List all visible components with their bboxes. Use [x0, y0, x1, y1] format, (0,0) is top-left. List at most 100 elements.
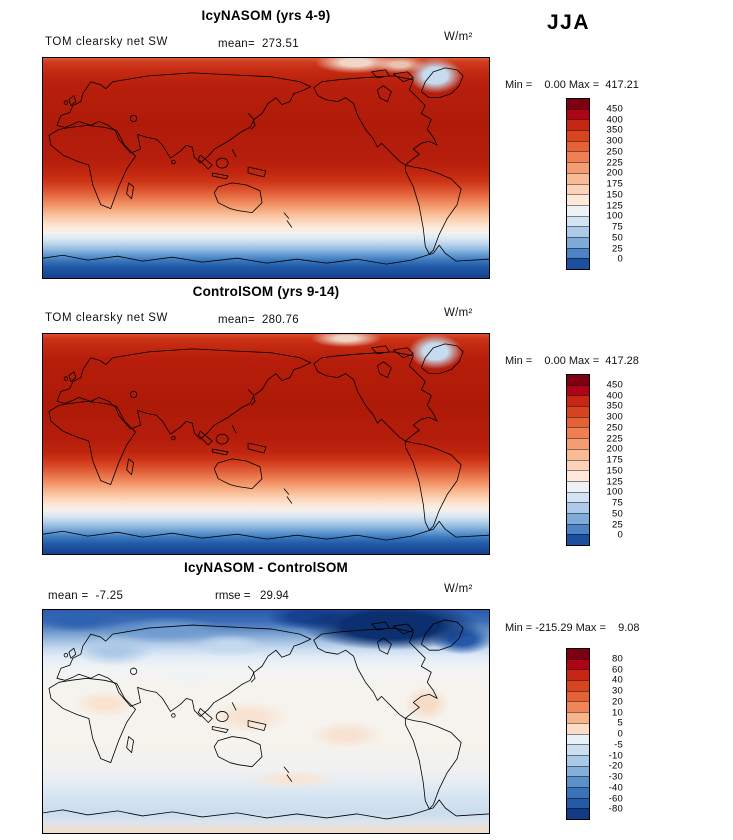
colorbar-cell: [567, 669, 589, 681]
colorbar-tick: 350: [606, 400, 623, 412]
colorbar-cell: [567, 523, 589, 535]
colorbar-cell: [567, 375, 589, 385]
colorbar-tick: 400: [606, 114, 623, 125]
colorbar-tick: 200: [606, 167, 623, 179]
colorbar-tick: 450: [606, 103, 623, 115]
colorbar-cell: [567, 754, 589, 766]
colorbar-cell: [567, 649, 589, 659]
colorbar-cell: [567, 162, 589, 173]
colorbar-cell: [567, 108, 589, 120]
colorbar-tick: 40: [612, 674, 623, 686]
colorbar-cell: [567, 733, 589, 745]
colorbar-cell: [567, 119, 589, 131]
map-controlsom: [42, 333, 490, 555]
colorbar-tick-labels: 80 60 40 30 20 10 5 0 -5 -10 -20 -30 -40 -60 -80: [593, 648, 623, 820]
panel-controlsom: ControlSOM (yrs 9-14) TOM clearsky net S…: [0, 276, 733, 555]
colorbar-cell: [567, 786, 589, 798]
colorbar-tick: 5: [617, 717, 623, 729]
colorbar-tick: 100: [606, 486, 623, 498]
colorbar-tick: 300: [606, 411, 623, 423]
colorbar-tick: 175: [606, 178, 623, 190]
panel-title: IcyNASOM (yrs 4-9): [201, 8, 331, 23]
colorbar-tick: 50: [612, 232, 623, 244]
colorbar-tick: 225: [606, 433, 623, 444]
mean-value-label: mean = -7.25: [48, 590, 124, 602]
units-label: W/m²: [444, 307, 473, 319]
coastlines-overlay: [43, 619, 489, 820]
colorbar-tick: 0: [617, 253, 623, 265]
colorbar-cell: [567, 140, 589, 152]
colorbar-cell: [567, 690, 589, 702]
colorbar-difference: 80 60 40 30 20 10 5 0 -5 -10 -20 -30 -40 -60 -80: [566, 648, 636, 820]
colorbar-cell: [567, 502, 589, 513]
colorbar-cell: [567, 680, 589, 691]
colorbar-cell: [567, 406, 589, 417]
colorbar-tick: 125: [606, 200, 623, 211]
colorbar-tick: 200: [606, 443, 623, 455]
colorbar-cell: [567, 808, 589, 819]
colorbar-tick-labels: 450 400 350 300 250 225 200 175 150 125 100 75 50 25 0: [593, 374, 623, 546]
colorbar-cell: [567, 480, 589, 492]
colorbar-cell: [567, 215, 589, 227]
panel-difference: IcyNASOM - ControlSOM mean = -7.25 rmse …: [0, 552, 733, 834]
colorbar-cell: [567, 183, 589, 195]
colorbar-cell: [567, 427, 589, 439]
colorbar-cell: [567, 701, 589, 713]
coastlines-overlay: [43, 67, 489, 265]
colorbar-cell: [567, 194, 589, 205]
colorbar-cell: [567, 459, 589, 471]
colorbar-cells: [566, 374, 590, 546]
map-icynasom: [42, 57, 490, 279]
colorbar-cell: [567, 395, 589, 407]
colorbar-tick: -40: [608, 782, 623, 794]
colorbar-tick: 150: [606, 465, 623, 477]
colorbar-cell: [567, 797, 589, 809]
colorbar-cell: [567, 722, 589, 734]
colorbar-cell: [567, 130, 589, 141]
colorbar-tick: -5: [614, 739, 623, 751]
colorbar-cells: [566, 98, 590, 270]
rmse-value-label: rmse = 29.94: [215, 590, 289, 602]
variable-label: TOM clearsky net SW: [45, 312, 169, 324]
colorbar-tick: 0: [617, 529, 623, 541]
colorbar-tick: 175: [606, 454, 623, 466]
colorbar-tick: 75: [612, 221, 623, 233]
colorbar-cell: [567, 204, 589, 216]
colorbar-cell: [567, 416, 589, 428]
colorbar-tick: 300: [606, 135, 623, 147]
panel-icynasom: IcyNASOM (yrs 4-9) TOM clearsky net SW m…: [0, 0, 733, 279]
colorbar-tick: 250: [606, 422, 623, 434]
mean-value-label: mean= 273.51: [218, 38, 299, 50]
colorbar-cell: [567, 99, 589, 109]
panel-title: ControlSOM (yrs 9-14): [192, 284, 340, 299]
colorbar-cell: [567, 151, 589, 163]
season-label: JJA: [547, 11, 591, 34]
colorbar-cells: [566, 648, 590, 820]
colorbar-tick: -80: [608, 803, 623, 815]
minmax-label: Min = 0.00 Max = 417.28: [505, 355, 639, 367]
colorbar-sw: 450 400 350 300 250 225 200 175 150 125 100 75 50 25 0: [566, 374, 636, 546]
colorbar-cell: [567, 470, 589, 481]
colorbar-cell: [567, 258, 589, 269]
colorbar-cell: [567, 172, 589, 184]
minmax-label: Min = 0.00 Max = 417.21: [505, 79, 639, 91]
units-label: W/m²: [444, 583, 473, 595]
colorbar-cell: [567, 534, 589, 545]
colorbar-tick: 150: [606, 189, 623, 201]
colorbar-tick: 60: [612, 664, 623, 675]
colorbar-tick-labels: 450 400 350 300 250 225 200 175 150 125 100 75 50 25 0: [593, 98, 623, 270]
colorbar-cell: [567, 765, 589, 777]
colorbar-tick: 50: [612, 508, 623, 520]
minmax-label: Min = -215.29 Max = 9.08: [505, 622, 640, 634]
colorbar-tick: 125: [606, 476, 623, 487]
units-label: W/m²: [444, 31, 473, 43]
colorbar-cell: [567, 744, 589, 755]
colorbar-cell: [567, 776, 589, 787]
colorbar-tick: 75: [612, 497, 623, 509]
colorbar-cell: [567, 491, 589, 503]
colorbar-cell: [567, 658, 589, 670]
colorbar-cell: [567, 712, 589, 723]
panel-title: IcyNASOM - ControlSOM: [184, 560, 348, 575]
colorbar-tick: -30: [608, 771, 623, 783]
